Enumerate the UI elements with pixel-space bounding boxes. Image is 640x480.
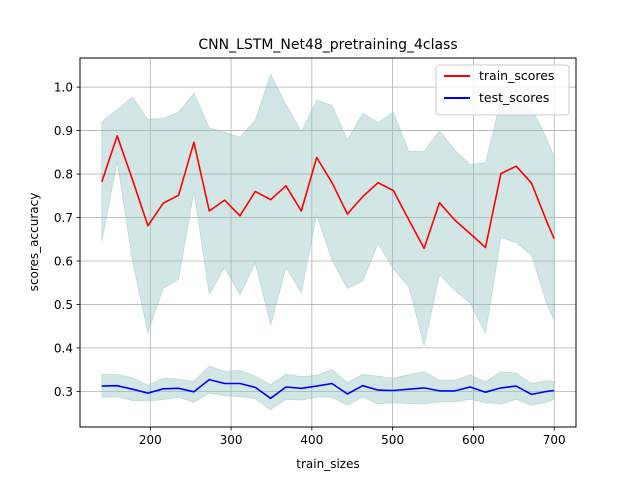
x-tick-label: 200 xyxy=(139,433,162,447)
x-tick-label: 500 xyxy=(381,433,404,447)
x-axis-label: train_sizes xyxy=(296,457,359,471)
x-axis-ticks: 200 300 400 500 600 700 xyxy=(139,427,566,447)
series-band-test_scores xyxy=(101,365,555,411)
y-tick-label: 0.5 xyxy=(54,298,73,312)
y-tick-label: 0.6 xyxy=(54,254,73,268)
y-tick-label: 1.0 xyxy=(54,81,73,95)
legend: train_scores test_scores xyxy=(435,64,570,116)
legend-label-test: test_scores xyxy=(479,90,549,105)
x-tick-label: 300 xyxy=(220,433,243,447)
series-band-train_scores xyxy=(101,73,555,346)
series-line-train_scores xyxy=(101,135,555,250)
x-tick-label: 400 xyxy=(300,433,323,447)
y-tick-label: 0.8 xyxy=(54,168,73,182)
y-axis-ticks: 0.3 0.4 0.5 0.6 0.7 0.8 0.9 1.0 xyxy=(54,81,80,399)
confidence-bands xyxy=(101,73,555,411)
x-tick-label: 700 xyxy=(543,433,566,447)
chart-title: CNN_LSTM_Net48_pretraining_4class xyxy=(198,37,457,53)
legend-box xyxy=(435,64,570,116)
x-tick-label: 600 xyxy=(462,433,485,447)
y-tick-label: 0.4 xyxy=(54,341,73,355)
y-tick-label: 0.7 xyxy=(54,211,73,225)
series-lines xyxy=(101,135,555,400)
y-tick-label: 0.3 xyxy=(54,385,73,399)
grid-lines xyxy=(80,58,576,427)
legend-label-train: train_scores xyxy=(479,68,554,83)
plot-frame xyxy=(79,57,577,428)
y-tick-label: 0.9 xyxy=(54,124,73,138)
series-line-test_scores xyxy=(101,378,555,400)
y-axis-label: scores_accuracy xyxy=(27,193,41,292)
